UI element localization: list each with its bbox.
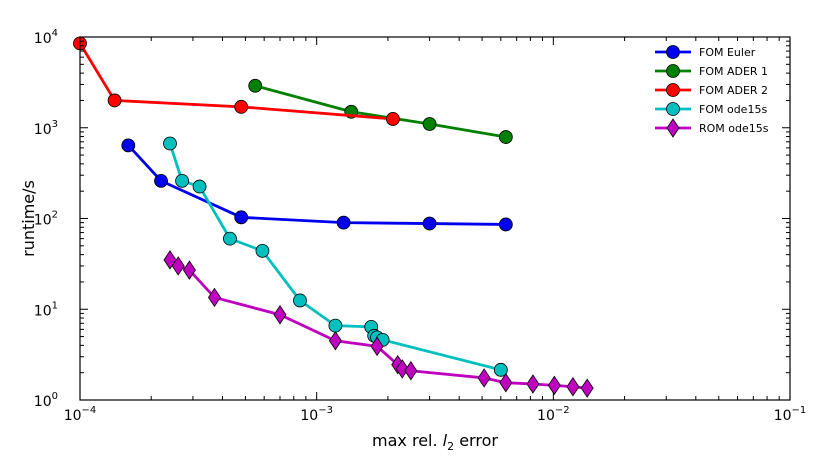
data-point [154,173,168,188]
data-point [498,217,513,232]
legend-entry: FOM ADER 2 [655,83,768,97]
y-tick-label: 104 [34,28,58,47]
data-point [234,210,249,225]
data-point [395,359,409,379]
data-point [328,318,343,333]
data-point [493,362,508,377]
series-fom-ode15s [163,136,508,377]
legend-entry: ROM ode15s [655,118,769,138]
data-point [248,78,263,93]
data-point [293,293,307,308]
data-point [234,99,249,114]
legend-marker [666,102,680,116]
y-tick-label: 101 [34,300,58,319]
series-fom-euler [121,138,513,232]
data-point [223,231,237,246]
data-point [121,138,136,153]
legend-marker [666,45,680,59]
legend-label: FOM ADER 1 [699,65,768,78]
data-point [547,375,561,396]
legend-entry: FOM Euler [655,45,756,59]
x-tick-label: 10−3 [300,405,333,424]
legend-marker [666,64,680,78]
legend-marker [666,83,680,97]
data-point [336,215,351,230]
legend-label: FOM ADER 2 [699,84,768,97]
data-point [580,378,594,398]
axis-ticks: 10−4 10−3 10−2 10−1 100 101 102 103 104 [34,28,806,424]
legend-label: ROM ode15s [699,122,769,135]
data-point [163,136,177,151]
data-point [171,256,185,276]
data-point [207,287,221,308]
legend-entry: FOM ADER 1 [655,64,768,78]
data-point [175,173,189,188]
data-point [328,330,342,351]
data-point [255,243,270,258]
data-point [404,361,418,381]
data-point [370,336,384,357]
data-point [498,130,513,144]
legend-label: FOM ode15s [699,103,767,116]
x-tick-label: 10−1 [774,405,807,424]
data-point [192,179,207,194]
legend-marker [666,118,680,138]
x-tick-label: 10−2 [537,405,570,424]
data-point [477,368,491,388]
data-point [422,216,437,231]
data-point [499,373,513,393]
data-point [107,93,122,108]
x-tick-label: 10−4 [64,405,97,424]
y-tick-label: 103 [34,119,58,138]
y-tick-label: 102 [34,210,58,229]
series-line [78,42,394,121]
legend: FOM Euler FOM ADER 1 FOM ADER 2 FOM ode15s R… [655,45,769,138]
y-tick-label: 100 [34,391,58,410]
series-fom-ader-2 [73,36,400,126]
legend-entry: FOM ode15s [655,102,767,116]
x-axis-label: max rel. l2 error [372,431,498,453]
plot-frame [79,36,791,401]
data-point [182,260,196,280]
y-axis-label: runtime/s [19,180,38,257]
series-line [169,258,588,390]
legend-label: FOM Euler [699,46,756,59]
series-rom-ode15s [163,250,594,398]
series-line [127,144,506,226]
data-point [386,112,400,126]
data-point [566,377,580,397]
data-point [273,305,287,325]
data-point [422,117,437,131]
series-layer [73,36,594,398]
data-point [526,374,540,394]
